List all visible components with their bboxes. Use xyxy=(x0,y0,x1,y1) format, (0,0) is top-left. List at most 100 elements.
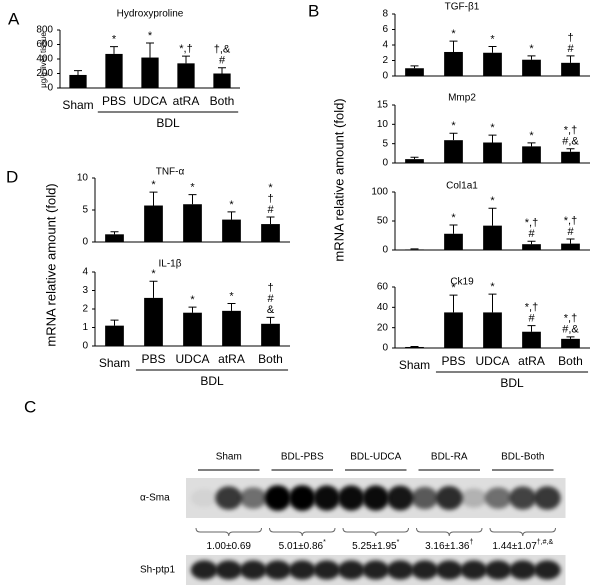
brace xyxy=(416,527,483,537)
chart-title: IL-1β xyxy=(159,259,182,270)
brace xyxy=(269,527,336,537)
error-bar xyxy=(110,231,119,235)
y-axis-label: mRNA relative amount (fold) xyxy=(43,183,58,346)
band xyxy=(386,560,414,580)
error-bar xyxy=(488,207,497,226)
lane-label: BDL-UDCA xyxy=(350,452,401,463)
band xyxy=(239,487,267,509)
error-bar xyxy=(227,211,236,220)
significance-mark: * xyxy=(490,195,495,207)
error-bar xyxy=(527,55,536,60)
error-bar xyxy=(188,306,197,313)
significance-mark: # xyxy=(267,204,274,216)
x-tick-label: UDCA xyxy=(175,352,209,366)
brace xyxy=(489,527,556,537)
y-tick-label: 2 xyxy=(82,304,88,315)
bar xyxy=(144,205,163,242)
chart-title: Col1a1 xyxy=(446,181,478,192)
significance-mark: * xyxy=(451,282,456,294)
significance-mark: †,& xyxy=(214,44,231,56)
error-bar xyxy=(149,191,158,206)
y-tick-label: 5 xyxy=(82,205,88,216)
error-bar xyxy=(110,46,118,54)
significance-mark: * xyxy=(529,43,534,55)
error-bar xyxy=(488,293,497,313)
error-bar xyxy=(488,134,497,143)
significance-mark: *,† xyxy=(564,215,577,227)
quantification-value: 3.16±1.36 xyxy=(425,541,470,552)
brace xyxy=(342,527,409,537)
bar xyxy=(561,338,580,348)
band xyxy=(190,489,218,507)
y-tick-label: 60 xyxy=(377,282,389,293)
bar xyxy=(483,225,502,250)
error-bar xyxy=(74,70,82,75)
y-tick-label: 600 xyxy=(36,39,53,50)
bar xyxy=(405,68,424,76)
significance-mark: *,† xyxy=(564,125,577,137)
quantification: 1.00±0.69 xyxy=(207,541,252,552)
significance-mark: # xyxy=(567,43,574,55)
bar xyxy=(177,63,195,88)
bar xyxy=(141,57,159,88)
lane-label: BDL-PBS xyxy=(281,452,324,463)
band xyxy=(411,486,439,510)
error-bar xyxy=(488,46,497,53)
x-tick-label: Sham xyxy=(399,358,430,372)
quantification-sup: †,#,& xyxy=(537,539,554,546)
bar xyxy=(483,142,502,163)
bar xyxy=(522,331,541,348)
error-bar xyxy=(146,42,154,58)
quantification: 5.01±0.86* xyxy=(279,539,326,552)
significance-mark: * xyxy=(268,182,273,194)
error-bar xyxy=(188,194,197,205)
error-bar xyxy=(449,224,458,234)
y-axis-label: mRNA relative amount (fold) xyxy=(331,98,346,261)
chart-title: TNF-α xyxy=(156,167,185,178)
quantification-value: 1.44±1.07 xyxy=(492,541,537,552)
error-bar xyxy=(110,319,119,326)
significance-mark: * xyxy=(190,294,195,306)
x-tick-label: PBS xyxy=(102,94,126,108)
quantification-value: 5.01±0.86 xyxy=(279,541,324,552)
band xyxy=(337,560,365,580)
bar xyxy=(144,297,163,346)
x-tick-label: PBS xyxy=(141,352,165,366)
bar xyxy=(213,73,231,88)
band xyxy=(190,560,218,580)
bar xyxy=(444,140,463,163)
band xyxy=(313,560,341,580)
significance-mark: † xyxy=(267,193,273,205)
significance-mark: #,& xyxy=(562,136,579,148)
error-bar xyxy=(449,294,458,313)
significance-mark: * xyxy=(151,268,156,280)
chart-title: Ck19 xyxy=(450,277,474,288)
band xyxy=(215,560,243,580)
y-tick-label: 100 xyxy=(371,187,388,198)
y-tick-label: 3 xyxy=(82,285,88,296)
band xyxy=(460,560,488,580)
bar xyxy=(105,325,124,346)
band xyxy=(215,486,243,510)
y-tick-label: 0 xyxy=(382,343,388,354)
bar xyxy=(261,323,280,346)
y-tick-label: 15 xyxy=(377,100,389,111)
lane-label: Sham xyxy=(216,452,242,463)
lane-label: BDL-Both xyxy=(501,452,544,463)
y-tick-label: 0 xyxy=(82,237,88,248)
y-axis-label: μg/g liver tissue xyxy=(39,32,48,88)
significance-mark: * xyxy=(190,182,195,194)
y-tick-label: 5 xyxy=(382,138,388,149)
panel-label: B xyxy=(308,1,319,20)
error-bar xyxy=(449,40,458,52)
chart-title: TGF-β1 xyxy=(445,2,480,13)
bar xyxy=(105,53,123,88)
quantification-sup: * xyxy=(323,539,326,546)
significance-mark: * xyxy=(451,28,456,40)
band xyxy=(533,560,561,580)
significance-mark: * xyxy=(148,30,153,42)
bar xyxy=(483,312,502,348)
band xyxy=(239,560,267,580)
y-tick-label: 0 xyxy=(382,158,388,169)
